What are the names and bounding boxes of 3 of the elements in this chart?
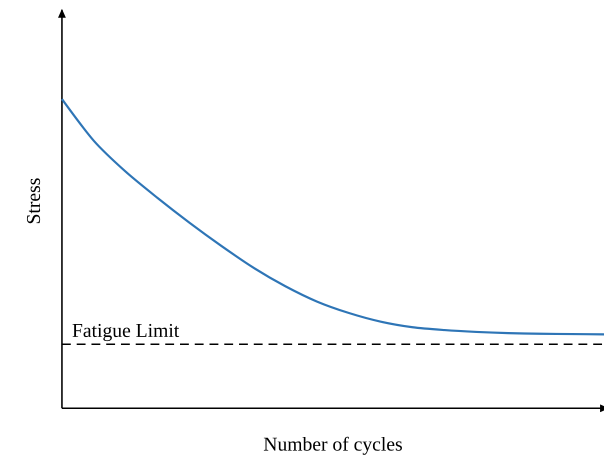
y-axis-title: Stress [26, 178, 40, 223]
ref-line-label: Fatigue Limit [72, 324, 180, 341]
x-axis-title: Number of cycles [264, 436, 402, 455]
